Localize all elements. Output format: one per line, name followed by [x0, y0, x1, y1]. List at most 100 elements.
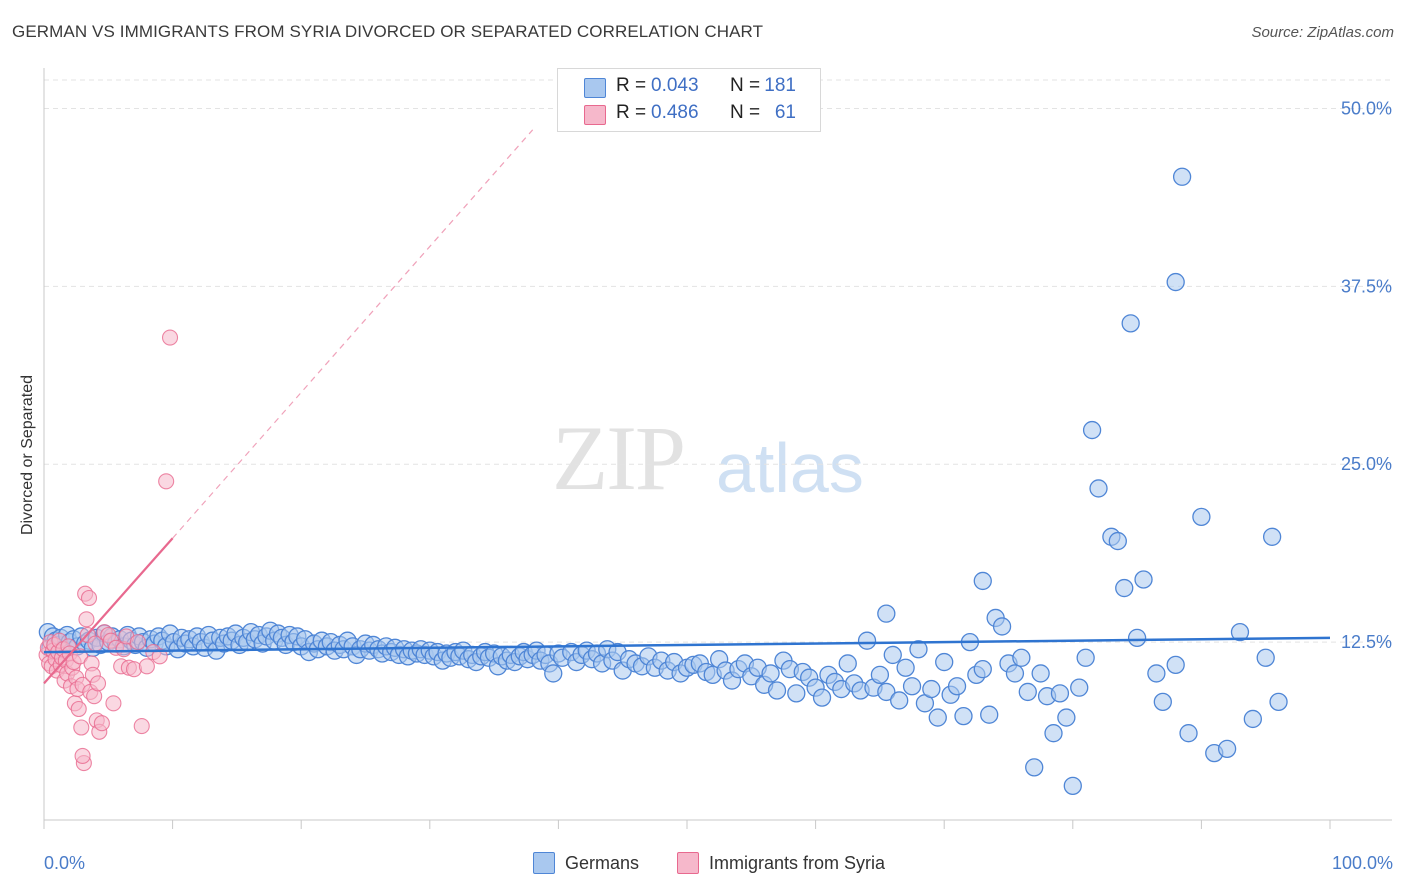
watermark-atlas: atlas [716, 429, 864, 507]
german-point [1256, 648, 1275, 667]
syria-point [78, 611, 95, 628]
german-point [954, 706, 973, 726]
germans-trend-line [43, 636, 1331, 654]
syria-point [89, 675, 107, 692]
syria-trend-extension [172, 129, 534, 539]
bottom-legend-swatch-germans [533, 852, 555, 874]
legend-swatch-syria [584, 105, 606, 125]
bottom-legend-label-syria: Immigrants from Syria [709, 853, 886, 873]
german-point [973, 660, 992, 679]
german-point [1070, 678, 1089, 697]
german-point [973, 571, 992, 591]
legend-n-label: N = [730, 102, 761, 123]
german-point [1243, 709, 1262, 729]
syria-point [74, 747, 91, 765]
stats-legend: R = 0.043 N = 181 R = 0.486 N = 61 [557, 68, 821, 132]
german-point [890, 691, 909, 710]
y-tick-label: 37.5% [1341, 276, 1392, 296]
syria-trend-line [43, 537, 174, 685]
legend-row-germans: R = 0.043 N = 181 [558, 73, 820, 101]
german-point [877, 604, 896, 623]
bottom-legend-label-germans: Germans [565, 853, 640, 873]
german-point [1230, 623, 1250, 642]
german-point [838, 654, 857, 673]
y-tick-label: 50.0% [1341, 98, 1392, 118]
german-point [1172, 167, 1192, 186]
german-point [1031, 664, 1050, 683]
german-point [1179, 724, 1198, 743]
bottom-legend-swatch-syria [677, 852, 699, 874]
syria-point [161, 329, 179, 346]
chart-title: GERMAN VS IMMIGRANTS FROM SYRIA DIVORCED… [12, 22, 764, 41]
german-point [857, 631, 877, 650]
german-point [902, 677, 922, 696]
german-point [1076, 648, 1095, 667]
german-point [1108, 531, 1127, 551]
y-tick-label: 12.5% [1341, 632, 1392, 652]
legend-r-value: 0.486 [651, 102, 699, 123]
german-point [928, 708, 947, 727]
syria-point [73, 719, 90, 736]
german-point [1115, 578, 1134, 598]
german-point [544, 664, 563, 683]
syria-point [80, 589, 98, 607]
german-point [935, 652, 954, 672]
syria-point [70, 700, 87, 718]
german-point [761, 664, 780, 683]
legend-swatch-germans [584, 78, 606, 98]
german-point [1192, 507, 1211, 527]
syria-point [133, 718, 150, 735]
german-point [1018, 682, 1037, 702]
german-point [1134, 570, 1153, 589]
german-point [896, 658, 915, 677]
x-tick-label-max: 100.0% [1332, 853, 1393, 873]
legend-r-label: R = [616, 75, 647, 96]
german-point [1089, 479, 1108, 498]
y-tick-label: 25.0% [1341, 454, 1392, 474]
german-point [1147, 664, 1166, 683]
german-point [1153, 692, 1172, 712]
german-point [870, 665, 890, 684]
german-point [1262, 527, 1282, 546]
german-point [1044, 724, 1063, 743]
german-point [992, 617, 1012, 636]
german-point [1082, 420, 1102, 440]
german-point [767, 681, 787, 700]
syria-point [138, 658, 155, 675]
legend-n-value: 181 [764, 75, 796, 96]
german-point [1269, 692, 1288, 712]
watermark-zip: ZIP [552, 407, 686, 509]
german-point [922, 679, 941, 699]
german-point [1025, 758, 1044, 777]
legend-row-syria: R = 0.486 N = 61 [558, 100, 820, 128]
syria-point [129, 634, 146, 651]
legend-r-value: 0.043 [651, 75, 699, 96]
german-point [787, 684, 806, 703]
legend-n-label: N = [730, 75, 761, 96]
syria-point [158, 473, 175, 490]
german-point [812, 688, 832, 707]
german-point [909, 640, 928, 659]
german-point [980, 705, 999, 724]
german-point [1166, 655, 1185, 675]
legend-r-label: R = [616, 102, 647, 123]
german-point [1121, 314, 1140, 333]
source-label: Source: ZipAtlas.com [1251, 24, 1394, 41]
syria-point [151, 648, 168, 665]
legend-n-value: 61 [774, 102, 796, 123]
german-point [877, 682, 896, 702]
german-point [1166, 272, 1185, 292]
german-point [947, 677, 967, 696]
german-point [1127, 628, 1147, 647]
german-point [1012, 648, 1031, 667]
x-tick-label-min: 0.0% [44, 853, 85, 873]
german-point [1063, 776, 1082, 795]
syria-point [105, 695, 122, 712]
german-point [1050, 684, 1070, 703]
german-point [1217, 739, 1237, 758]
syria-point [93, 715, 110, 732]
german-point [883, 645, 902, 665]
german-point [1005, 664, 1025, 683]
german-point [1057, 708, 1076, 727]
